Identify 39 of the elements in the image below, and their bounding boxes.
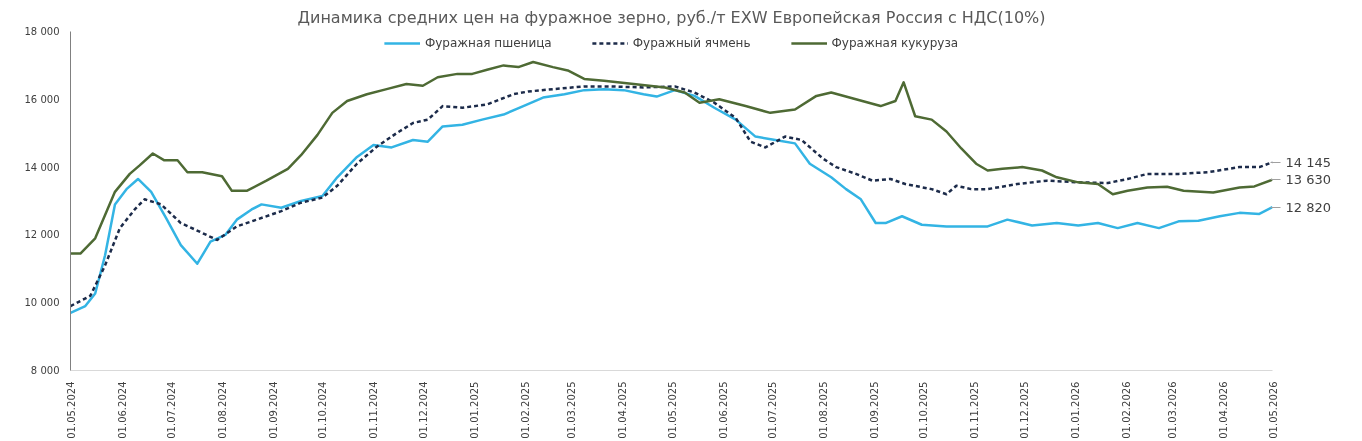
y-tick-label: 14 000 [24, 161, 60, 173]
x-tick-label: 01.10.2025 [918, 381, 930, 439]
x-tick-label: 01.08.2025 [817, 381, 829, 439]
x-tick-label: 01.05.2025 [666, 381, 678, 439]
x-tick-label: 01.09.2024 [268, 381, 280, 439]
x-tick-label: 01.01.2025 [468, 381, 480, 439]
x-tick-label: 01.11.2025 [969, 381, 981, 439]
x-tick-label: 01.02.2026 [1120, 381, 1132, 439]
y-tick-label: 18 000 [24, 26, 60, 37]
x-tick-label: 01.09.2025 [869, 381, 881, 439]
y-tick-label: 8 000 [30, 365, 60, 376]
x-tick-label: 01.06.2025 [717, 381, 729, 439]
line-series [70, 60, 1273, 255]
x-tick-label: 01.03.2025 [566, 381, 578, 439]
x-tick-label: 01.07.2025 [766, 381, 778, 439]
annotation: 12 820 [1285, 199, 1331, 215]
x-tick-label: 01.07.2024 [165, 381, 177, 439]
x-tick-label: 01.12.2025 [1018, 381, 1030, 439]
annotation: 13 630 [1285, 172, 1331, 188]
x-tick-label: 01.03.2026 [1167, 381, 1179, 439]
chart-title: Динамика средних цен на фуражное зерно, руб./т EXW Европейская Россия с НДС(10%) [297, 7, 1046, 27]
x-tick-label: 01.04.2026 [1218, 381, 1230, 439]
x-tick-label: 01.01.2026 [1069, 381, 1081, 439]
x-tick-label: 01.04.2025 [617, 381, 629, 439]
legend-label: Фуражный ячмень [632, 36, 751, 50]
y-tick-label: 16 000 [24, 93, 60, 105]
x-tick-label: 01.08.2024 [216, 381, 228, 439]
legend-label: Фуражная кукуруза [831, 36, 959, 50]
x-tick-label: 01.06.2024 [116, 381, 128, 439]
x-tick-label: 01.10.2024 [317, 381, 329, 439]
x-tick-label: 01.11.2024 [368, 381, 380, 439]
x-tick-label: 01.05.2026 [1267, 381, 1279, 439]
annotation: 14 145 [1285, 154, 1331, 170]
x-tick-label: 01.05.2024 [65, 381, 77, 439]
x-tick-label: 01.02.2025 [519, 381, 531, 439]
x-tick-label: 01.12.2024 [417, 381, 429, 439]
y-tick-label: 12 000 [24, 229, 60, 241]
legend-label: Фуражная пшеница [424, 36, 552, 50]
y-tick-label: 10 000 [24, 297, 60, 309]
